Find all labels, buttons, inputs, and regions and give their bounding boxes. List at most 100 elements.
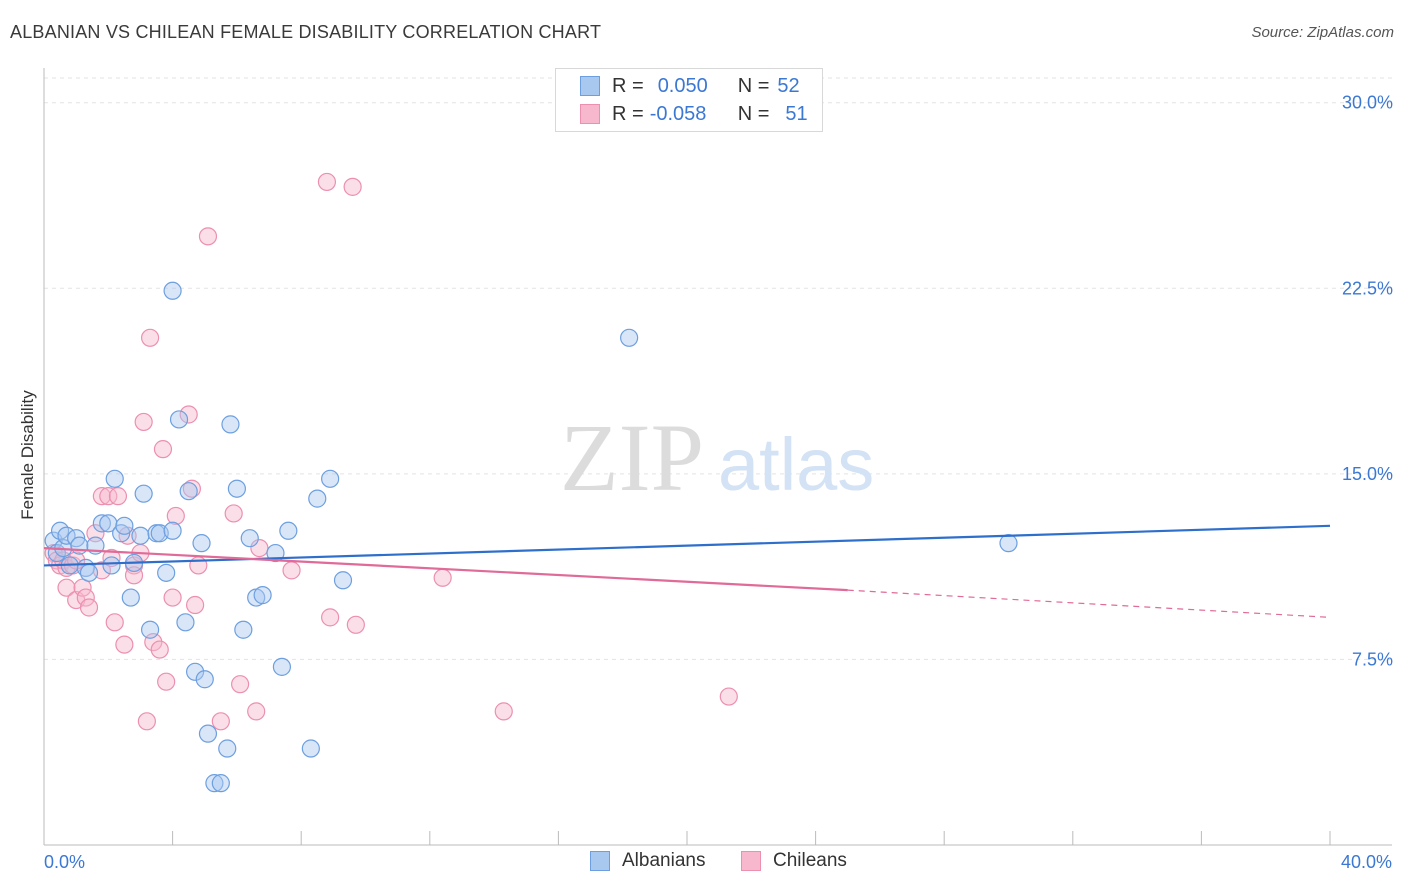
chilean-point [182,479,201,498]
albanian-point [102,556,121,575]
chilean-point [719,687,738,706]
albanian-point [198,724,218,743]
chilean-point [231,675,250,694]
chilean-point [494,702,513,721]
r-value: -0.058 [649,102,707,125]
chilean-point [346,615,365,634]
albanian-point [176,613,195,632]
y-tick-label: 22.5% [1342,278,1393,298]
albanian-point [321,469,340,488]
chilean-point [157,672,176,691]
r-label: R = [612,74,644,97]
albanian-point [221,415,240,434]
trend-lines [43,524,1331,618]
chilean-point [134,412,153,432]
y-tick-label: 30.0% [1342,93,1393,113]
correlation-legend: R = 0.050 N = 52 R = -0.058 N = 51 [555,68,823,132]
chilean-point [321,608,340,627]
chilean-point [186,595,205,615]
chart-title: ALBANIAN VS CHILEAN FEMALE DISABILITY CO… [10,22,602,42]
albanian-point [620,328,639,347]
albanian-point [308,489,327,508]
r-value: 0.050 [657,74,708,97]
chilean-point [86,524,105,543]
chilean-trend-extension [847,589,1331,618]
albanian-point [115,516,134,535]
watermark: ZIP atlas [560,404,874,511]
albanian-point [131,526,150,545]
legend-row-chileans: R = -0.058 N = 51 [580,101,808,127]
albanian-point [169,410,189,429]
chilean-point [124,566,144,585]
chileans-swatch [741,851,761,871]
axes [43,68,1392,846]
watermark-atlas: atlas [718,423,874,506]
chilean-point [57,578,76,597]
x-tick-label-min: 0.0% [44,852,86,872]
series-chileans [44,172,738,731]
chilean-point [163,588,182,607]
y-axis-label: Female Disability [18,390,37,520]
chilean-point [105,613,124,632]
chilean-trend-line [43,546,848,592]
albanian-point [211,774,230,793]
source-credit: Source: ZipAtlas.com [1251,24,1394,41]
albanian-point [105,469,124,488]
chilean-point [211,712,230,731]
y-tick-label: 15.0% [1342,464,1393,484]
albanian-point [999,534,1018,553]
albanian-point [195,670,214,689]
albanian-point [253,586,272,605]
n-value: 52 [777,74,800,97]
n-label: N = [737,102,770,125]
legend-item-chileans: Chileans [741,850,847,872]
albanian-point [227,479,246,498]
albanian-point [163,521,182,540]
chilean-point [153,440,173,459]
chilean-point [79,598,99,617]
legend-label-chileans: Chileans [773,850,847,871]
albanian-point [240,529,259,548]
chilean-point [76,588,95,607]
watermark-zip: ZIP [560,404,704,511]
albanian-point [157,563,176,582]
x-tick-label-max: 40.0% [1340,852,1392,872]
y-tick-label: 7.5% [1352,649,1393,669]
chilean-point [115,635,134,654]
chilean-point [92,487,111,506]
chilean-point [282,561,301,580]
chilean-point [166,506,185,526]
albanian-point [301,739,320,758]
legend-label-albanians: Albanians [622,850,706,871]
chilean-point [150,640,169,659]
albanian-point [272,657,292,676]
albanian-point [121,588,140,607]
gridlines [44,77,1392,660]
chilean-point [99,487,118,506]
albanian-point [218,739,237,758]
albanian-point [163,281,182,300]
chilean-point [317,172,337,192]
albanians-swatch [580,76,600,96]
chilean-point [140,328,160,347]
albanian-point [333,571,353,590]
chilean-point [137,712,156,731]
albanian-trend-line [43,524,1331,567]
n-value: 51 [785,102,808,125]
albanians-swatch [590,851,610,871]
r-label: R = [612,102,644,125]
albanian-point [70,536,89,555]
albanian-point [134,484,153,503]
albanian-point [186,662,205,681]
chilean-point [247,702,266,721]
albanian-point [140,620,160,639]
albanian-point [205,774,224,793]
y-tick-labels: 7.5% 15.0% 22.5% 30.0% [1342,93,1393,670]
chilean-point [343,177,362,196]
n-label: N = [737,74,770,97]
chileans-swatch [580,104,600,124]
legend-row-albanians: R = 0.050 N = 52 [580,73,800,99]
chilean-point [198,227,218,246]
series-albanians [44,281,1018,793]
